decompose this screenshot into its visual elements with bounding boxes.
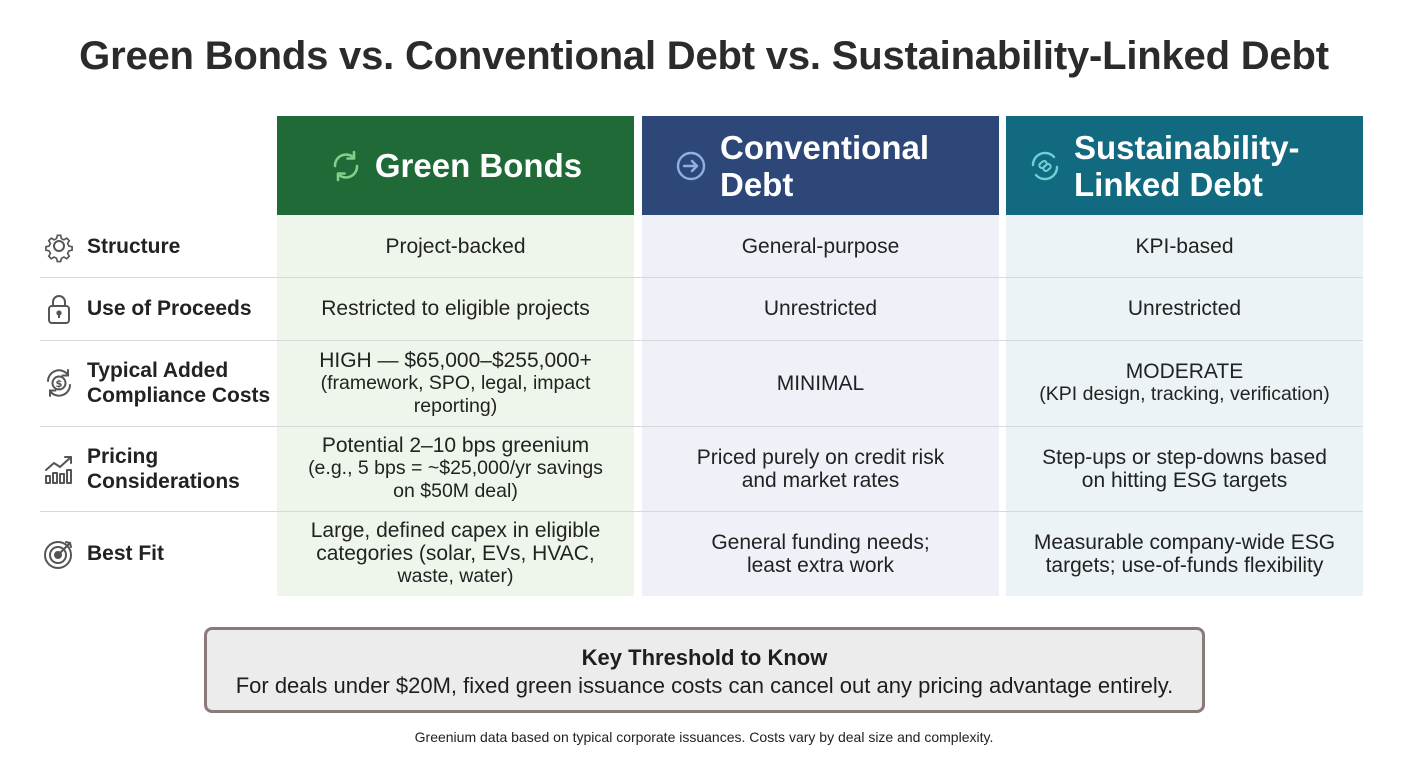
page-title: Green Bonds vs. Conventional Debt vs. Su… <box>79 34 1329 78</box>
target-icon <box>44 540 72 569</box>
table-cell: Measurable company-wide ESG targets; use… <box>1033 530 1336 577</box>
row-divider <box>40 340 1363 341</box>
key-threshold-callout: Key Threshold to Know For deals under $2… <box>204 627 1205 713</box>
table-cell: Unrestricted <box>763 297 878 320</box>
column-header-sustainability-linked-debt: Sustainability- Linked Debt <box>1006 116 1363 215</box>
table-cell: MINIMAL <box>776 371 865 395</box>
link-cycle-icon <box>1031 151 1059 180</box>
row-label-structure: Structure <box>42 215 180 277</box>
table-cell: HIGH — $65,000–$255,000+ (framework, SPO… <box>319 348 592 417</box>
svg-text:$: $ <box>56 379 63 390</box>
row-label-text: Use of Proceeds <box>87 297 252 320</box>
row-divider <box>40 511 1363 512</box>
row-label-use-of-proceeds: Use of Proceeds <box>42 277 252 340</box>
recycle-arrows-icon <box>333 150 359 181</box>
row-label-pricing-considerations: Pricing Considerations <box>42 426 240 511</box>
column-background-green-bonds <box>277 215 634 596</box>
row-label-text: Best Fit <box>87 542 165 565</box>
table-cell: KPI-based <box>1135 234 1234 258</box>
table-cell: Potential 2–10 bps greenium (e.g., 5 bps… <box>308 434 603 502</box>
table-cell: Project-backed <box>385 234 526 258</box>
column-background-sustainability-linked-debt <box>1006 215 1363 596</box>
dollar-cycle-icon: $ <box>47 369 71 397</box>
row-label-text: Pricing <box>87 444 159 468</box>
chart-trend-icon <box>45 455 72 484</box>
column-header-label: Conventional Debt <box>720 128 930 203</box>
row-label-text: Considerations <box>87 469 240 493</box>
table-cell: MODERATE (KPI design, tracking, verifica… <box>1039 360 1330 405</box>
row-label-best-fit: Best Fit <box>42 511 164 596</box>
row-divider <box>40 277 1363 278</box>
column-background-conventional-debt <box>642 215 999 596</box>
row-label-compliance-costs: $ Typical Added Compliance Costs <box>42 340 270 426</box>
table-cell: Priced purely on credit risk and market … <box>696 445 945 492</box>
table-cell: Restricted to eligible projects <box>321 297 590 320</box>
callout-title: Key Threshold to Know <box>581 645 828 670</box>
column-header-green-bonds: Green Bonds <box>277 116 634 215</box>
row-divider <box>40 426 1363 427</box>
row-label-text: Structure <box>87 234 181 258</box>
row-label-text: Compliance Costs <box>87 384 271 407</box>
arrow-right-circle-icon <box>676 151 706 180</box>
table-cell: General-purpose <box>741 234 900 258</box>
table-cell: Unrestricted <box>1127 297 1242 320</box>
column-header-label: Green Bonds <box>374 147 583 184</box>
table-cell: Large, defined capex in eligible categor… <box>310 519 601 587</box>
lock-icon <box>48 294 70 324</box>
footnote: Greenium data based on typical corporate… <box>414 729 994 745</box>
column-header-label: Sustainability- Linked Debt <box>1074 128 1300 203</box>
table-cell: Step-ups or step-downs based on hitting … <box>1042 445 1327 492</box>
callout-body: For deals under $20M, fixed green issuan… <box>235 673 1174 698</box>
column-header-conventional-debt: Conventional Debt <box>642 116 999 215</box>
table-cell: General funding needs; least extra work <box>711 530 930 577</box>
row-label-text: Typical Added <box>87 359 229 382</box>
gear-icon <box>45 234 73 263</box>
